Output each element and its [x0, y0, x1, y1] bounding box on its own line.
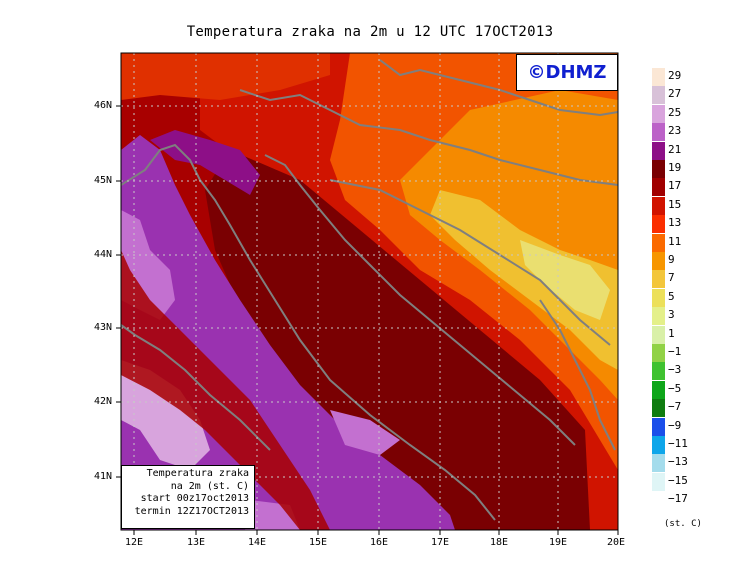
lat-label: 46N — [94, 100, 113, 111]
info-line: na 2m (st. C) — [170, 480, 249, 492]
axis-ticks — [116, 105, 619, 535]
info-line: start 00z17oct2013 — [140, 493, 249, 504]
lat-label: 41N — [94, 471, 113, 482]
graticule — [121, 53, 618, 530]
legend-label: −9 — [668, 418, 682, 432]
legend-label: −5 — [668, 381, 682, 395]
legend-swatch — [652, 399, 665, 418]
legend-swatch — [652, 472, 665, 491]
map-frame — [120, 52, 619, 531]
legend-swatch — [652, 454, 665, 473]
legend-label: 17 — [668, 179, 682, 193]
info-box: Temperatura zraka na 2m (st. C) start 00… — [121, 465, 255, 529]
lon-label: 12E — [125, 537, 144, 548]
legend-label: 5 — [668, 289, 675, 303]
legend-swatch — [652, 288, 665, 307]
legend-label: 1 — [668, 326, 675, 340]
info-line: termin 12Z17OCT2013 — [134, 505, 249, 517]
north-hot — [121, 53, 330, 100]
legend-swatch — [652, 344, 665, 362]
legend-label: 15 — [668, 197, 682, 211]
border-ne — [379, 59, 618, 117]
italy-land — [121, 250, 330, 530]
lat-label: 43N — [94, 322, 113, 333]
legend-label: 25 — [668, 105, 682, 119]
legend-swatch — [652, 362, 665, 381]
legend-label: 11 — [668, 234, 682, 248]
lon-label: 16E — [370, 537, 389, 548]
legend-swatch — [652, 436, 665, 454]
border-east — [539, 299, 616, 451]
legend-swatch — [652, 233, 665, 252]
legend-label: 23 — [668, 124, 682, 138]
info-line: Temperatura zraka — [146, 468, 249, 479]
warm-band-paleyellow — [520, 240, 610, 320]
sea-light-2 — [121, 360, 210, 470]
legend-label: 13 — [668, 216, 682, 230]
legend-label: −13 — [668, 455, 688, 469]
legend-swatch — [652, 141, 665, 160]
legend-label: 21 — [668, 142, 682, 156]
warm-band-yellow — [430, 190, 618, 370]
border-north — [239, 89, 618, 186]
coastline-italy — [121, 143, 496, 521]
legend-swatch — [652, 215, 665, 234]
legend-swatch — [652, 491, 665, 510]
dhmz-logo: ©DHMZ — [516, 54, 618, 91]
map-title: Temperatura zraka na 2m u 12 UTC 17OCT20… — [186, 24, 554, 40]
legend-label: −15 — [668, 473, 688, 487]
legend-swatch — [652, 104, 665, 123]
lat-label: 42N — [94, 396, 113, 407]
legend-swatch — [652, 86, 665, 105]
lat-label: 45N — [94, 175, 113, 186]
lon-label: 14E — [248, 537, 267, 548]
legend-label: 19 — [668, 161, 682, 174]
legend-swatch — [652, 380, 665, 399]
legend-swatch — [652, 252, 665, 270]
lon-label: 20E — [607, 537, 626, 548]
coastline-west — [121, 324, 271, 451]
sea-light-3 — [330, 410, 400, 455]
lon-label: 13E — [187, 537, 206, 548]
legend-swatch — [652, 270, 665, 289]
legend-label: 7 — [668, 271, 675, 285]
legend-swatch — [652, 325, 665, 344]
legend-swatch — [652, 307, 665, 326]
legend-label: 29 — [668, 69, 682, 82]
legend-swatch — [652, 160, 665, 178]
adriatic-sea — [121, 135, 455, 530]
legend-swatch — [652, 196, 665, 215]
legend-swatch — [652, 417, 665, 436]
legend-swatch — [652, 123, 665, 142]
legend-label: 3 — [668, 308, 675, 322]
legend-swatch — [652, 68, 665, 86]
lon-label: 19E — [549, 537, 568, 548]
legend-label: −17 — [668, 492, 688, 506]
legend-label: −7 — [668, 400, 682, 414]
lon-label: 18E — [490, 537, 509, 548]
legend-unit: (st. C) — [664, 519, 702, 529]
legend-swatch — [652, 178, 665, 197]
coastline-croatia — [264, 154, 576, 446]
legend-label: 9 — [668, 253, 675, 266]
lon-label: 17E — [431, 537, 450, 548]
legend-label: −3 — [668, 363, 682, 377]
coastal-darkred — [205, 150, 590, 530]
lat-label: 44N — [94, 249, 113, 260]
legend-label: 27 — [668, 87, 682, 101]
legend-label: −11 — [668, 437, 688, 450]
lon-label: 15E — [309, 537, 328, 548]
legend-label: −1 — [668, 345, 682, 358]
